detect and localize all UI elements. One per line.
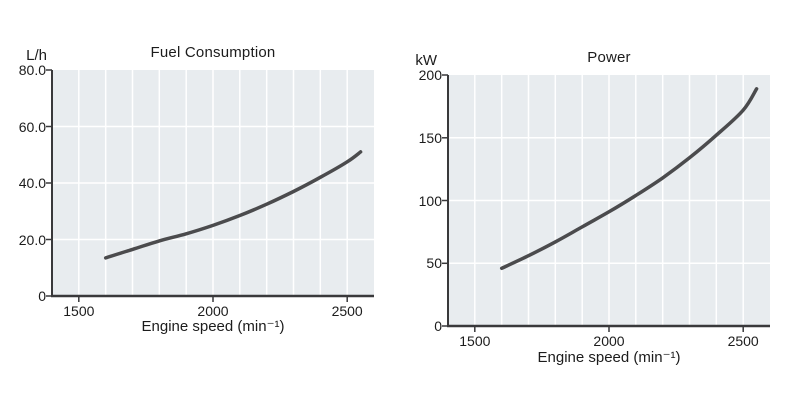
- y-tick-label: 50: [426, 255, 442, 272]
- x-tick-label: 2000: [593, 333, 625, 349]
- y-unit-label-power: kW: [415, 52, 437, 69]
- y-tick-label: 0: [434, 318, 442, 334]
- y-tick-label: 20.0: [18, 231, 46, 248]
- y-tick-label: 100: [418, 192, 442, 209]
- chart-title-fuel-consumption: Fuel Consumption: [150, 44, 276, 61]
- y-tick-label: 60.0: [18, 118, 46, 135]
- y-tick-label: 80.0: [18, 62, 46, 78]
- y-tick-label: 200: [418, 67, 442, 83]
- x-tick-label: 1500: [459, 333, 491, 349]
- x-axis-label-power: Engine speed (min⁻¹): [537, 349, 681, 366]
- curve-fuel-consumption: [103, 150, 363, 260]
- chart-title-power: Power: [587, 49, 631, 66]
- x-axis-label-fuel: Engine speed (min⁻¹): [141, 318, 285, 335]
- y-tick-label: 150: [418, 129, 442, 146]
- x-tick-label: 2500: [727, 333, 759, 349]
- y-unit-label-fuel: L/h: [26, 47, 47, 64]
- chart-group-1: [442, 74, 770, 332]
- x-tick-label: 1500: [63, 303, 95, 319]
- x-tick-label: 2500: [331, 303, 363, 319]
- x-tick-label: 2000: [197, 303, 229, 319]
- chart-group-0: [46, 69, 374, 302]
- curve-power: [499, 87, 759, 271]
- y-tick-label: 0: [38, 288, 46, 304]
- y-tick-label: 40.0: [18, 175, 46, 191]
